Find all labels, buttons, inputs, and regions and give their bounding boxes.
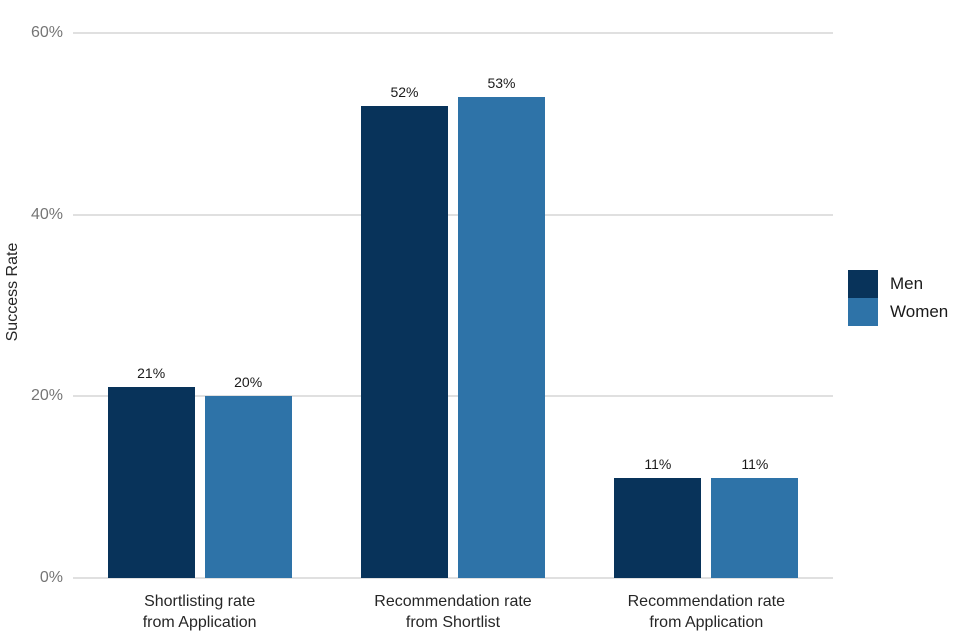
gridline bbox=[73, 577, 833, 579]
x-category-label: Recommendation rate from Application bbox=[627, 593, 786, 631]
legend-item-men: Men bbox=[848, 270, 948, 298]
bar-women-1 bbox=[458, 96, 545, 578]
bar-value-label: 11% bbox=[644, 456, 672, 473]
y-tick-label: 20% bbox=[30, 387, 63, 405]
y-axis-title: Success Rate bbox=[4, 242, 21, 342]
bar-men-0 bbox=[107, 387, 195, 578]
y-tick-label: 40% bbox=[30, 205, 63, 223]
y-tick-label: 0% bbox=[39, 569, 63, 586]
bar-value-label: 52% bbox=[390, 83, 419, 100]
bar-men-2 bbox=[614, 478, 702, 578]
legend: Men Women bbox=[848, 270, 948, 326]
legend-item-women: Women bbox=[848, 298, 948, 326]
bar-men-1 bbox=[361, 105, 448, 578]
gridline bbox=[73, 213, 833, 216]
legend-label-women: Women bbox=[890, 302, 949, 321]
legend-swatch-men bbox=[848, 270, 878, 298]
bar-value-label: 21% bbox=[137, 365, 166, 382]
bar-value-label: 20% bbox=[234, 374, 263, 391]
x-category-label: Recommendation rate from Shortlist bbox=[374, 593, 532, 631]
bar-women-0 bbox=[204, 396, 292, 578]
bar-women-2 bbox=[711, 478, 799, 578]
x-category-label: Shortlisting rate from Application bbox=[142, 593, 257, 631]
bar-value-label: 11% bbox=[741, 456, 769, 473]
y-tick-label: 60% bbox=[30, 24, 63, 41]
legend-swatch-women bbox=[848, 298, 878, 326]
gridline bbox=[73, 32, 833, 34]
bar-value-label: 53% bbox=[487, 74, 516, 91]
legend-label-men: Men bbox=[890, 274, 924, 293]
gridline bbox=[73, 395, 833, 398]
